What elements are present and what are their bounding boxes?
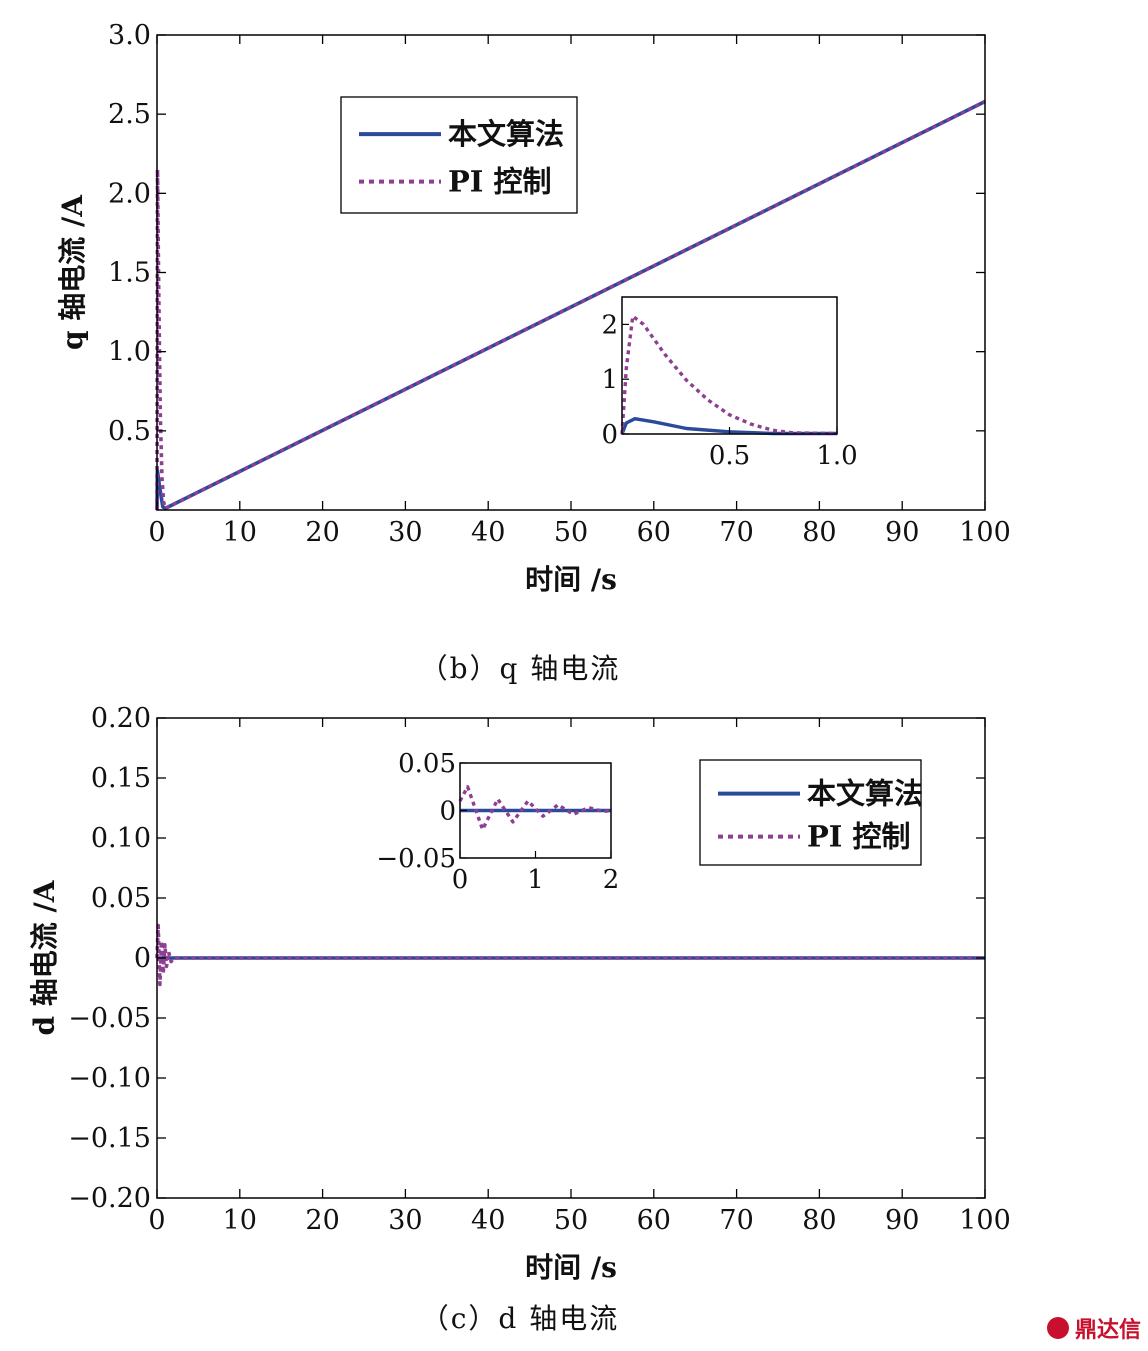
inset-plot xyxy=(620,314,838,436)
inset-y-tick-label: −0.05 xyxy=(376,844,456,874)
x-tick-label: 70 xyxy=(719,517,753,548)
legend-label: 本文算法 xyxy=(807,777,923,811)
y-tick-label: 0.20 xyxy=(91,703,151,734)
y-tick-label: 0.15 xyxy=(91,763,151,794)
y-tick-label: −0.10 xyxy=(68,1063,151,1094)
x-tick-label: 20 xyxy=(305,1205,339,1236)
x-tick-label: 80 xyxy=(802,1205,836,1236)
x-tick-label: 0 xyxy=(148,517,165,548)
x-axis-label: 时间 /s xyxy=(525,563,617,596)
caption-q: （b）q 轴电流 xyxy=(420,652,621,685)
inset-x-tick-label: 1.0 xyxy=(816,441,857,471)
y-tick-label: 0.5 xyxy=(108,416,151,447)
x-tick-label: 10 xyxy=(223,517,257,548)
x-tick-label: 10 xyxy=(223,1205,257,1236)
x-tick-label: 30 xyxy=(388,1205,422,1236)
x-tick-label: 100 xyxy=(959,1205,1011,1236)
x-tick-label: 100 xyxy=(959,517,1011,548)
watermark: 鼎达信 xyxy=(1047,1317,1141,1343)
x-tick-label: 50 xyxy=(554,1205,588,1236)
caption-d: （c）d 轴电流 xyxy=(421,1302,620,1335)
y-axis-label: d 轴电流 /A xyxy=(28,879,61,1035)
legend-label: PI 控制 xyxy=(448,165,551,199)
y-tick-label: 0.10 xyxy=(91,823,151,854)
watermark-logo-icon xyxy=(1047,1317,1069,1339)
y-tick-label: −0.15 xyxy=(68,1123,151,1154)
y-tick-label: 0 xyxy=(134,943,151,974)
x-tick-label: 90 xyxy=(885,517,919,548)
legend-box xyxy=(699,759,922,866)
x-tick-label: 70 xyxy=(719,1205,753,1236)
inset-series-pi-line xyxy=(620,314,838,436)
inset-x-tick-label: 2 xyxy=(603,865,620,895)
x-tick-label: 80 xyxy=(802,517,836,548)
y-axis-label: q 轴电流 /A xyxy=(56,194,89,350)
x-tick-label: 40 xyxy=(471,1205,505,1236)
inset-y-tick-label: 0 xyxy=(439,797,456,827)
x-tick-label: 0 xyxy=(148,1205,165,1236)
legend-label: 本文算法 xyxy=(448,117,564,151)
inset-y-tick-label: 0 xyxy=(601,420,618,450)
y-tick-label: 1.0 xyxy=(108,337,151,368)
inset-series-pi-line xyxy=(458,785,612,832)
y-tick-label: 2.5 xyxy=(108,99,151,130)
y-tick-label: 0.05 xyxy=(91,883,151,914)
inset-series-alg-line xyxy=(620,417,837,436)
x-tick-label: 30 xyxy=(388,517,422,548)
x-tick-label: 40 xyxy=(471,517,505,548)
inset-x-tick-label: 0.5 xyxy=(709,441,750,471)
y-tick-label: 1.5 xyxy=(108,258,151,289)
legend-label: PI 控制 xyxy=(807,820,910,854)
series-pi-line xyxy=(155,923,985,987)
x-tick-label: 60 xyxy=(637,1205,671,1236)
y-tick-label: 3.0 xyxy=(108,20,151,51)
inset-y-tick-label: 1 xyxy=(601,365,618,395)
chart-q-axis-current: 0 10 20 30 40 50 60 70 80 90 1000.51.01.52.02.53.0… xyxy=(56,20,1011,596)
inset-y-tick-label: 2 xyxy=(601,310,618,340)
chart-d-axis-current: 0 10 20 30 40 50 60 70 80 90 100−0.20−0.15−0.10−0.… xyxy=(28,703,1011,1284)
y-tick-label: 2.0 xyxy=(108,178,151,209)
x-tick-label: 50 xyxy=(554,517,588,548)
x-tick-label: 60 xyxy=(637,517,671,548)
legend-box xyxy=(340,96,578,214)
x-axis-label: 时间 /s xyxy=(525,1251,617,1284)
inset-plot xyxy=(458,785,612,832)
x-tick-label: 90 xyxy=(885,1205,919,1236)
inset-y-tick-label: 0.05 xyxy=(398,749,456,779)
inset-x-tick-label: 0 xyxy=(452,865,469,895)
y-tick-label: −0.20 xyxy=(68,1183,151,1214)
inset-x-tick-label: 1 xyxy=(527,865,544,895)
y-tick-label: −0.05 xyxy=(68,1003,151,1034)
x-tick-label: 20 xyxy=(305,517,339,548)
watermark-text: 鼎达信 xyxy=(1075,1317,1141,1343)
